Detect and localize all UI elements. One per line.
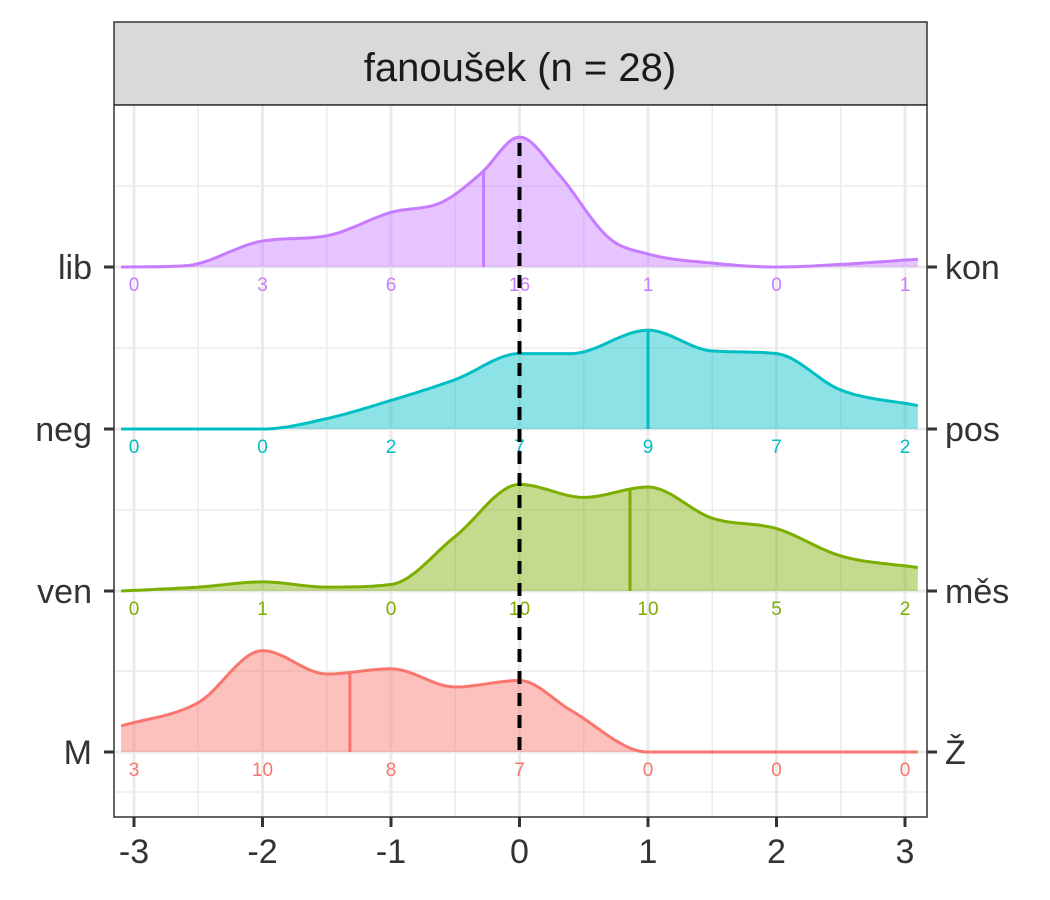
count-label: 7	[771, 437, 782, 458]
x-axis-tick-label: -2	[247, 833, 277, 871]
facet-title: fanoušek (n = 28)	[364, 46, 676, 90]
count-label: 6	[386, 275, 397, 296]
y-axis-label-left: neg	[35, 411, 92, 449]
y-axis-label-right: kon	[945, 249, 1000, 287]
count-label: 0	[900, 760, 911, 781]
y-axis-label-left: M	[64, 734, 92, 772]
count-labels: 03616101002797201010105231087000	[129, 275, 911, 781]
count-label: 0	[643, 760, 654, 781]
x-axis-tick-label: 0	[510, 833, 529, 871]
count-label: 3	[129, 760, 140, 781]
density-line	[121, 135, 918, 269]
count-label: 1	[643, 275, 654, 296]
x-axis-tick-label: -1	[376, 833, 406, 871]
count-label: 7	[514, 437, 525, 458]
count-label: 1	[257, 599, 268, 620]
count-label: 7	[514, 760, 525, 781]
axes: lib kon neg pos ven měs M Ž -3 -2 -1 0 1 2 3	[35, 249, 1009, 871]
density-area	[121, 484, 918, 591]
y-axis-label-left: ven	[37, 573, 92, 611]
count-label: 0	[257, 437, 268, 458]
count-label: 1	[900, 275, 911, 296]
count-label: 0	[771, 275, 782, 296]
count-label: 10	[252, 760, 273, 781]
count-label: 0	[386, 599, 397, 620]
x-axis-tick-label: 2	[767, 833, 786, 871]
count-label: 5	[771, 599, 782, 620]
y-axis-label-left: lib	[58, 249, 92, 287]
count-label: 0	[771, 760, 782, 781]
y-axis-label-right: pos	[945, 411, 1000, 449]
density-area	[121, 330, 918, 429]
y-axis-label-right: měs	[945, 573, 1009, 611]
x-axis-tick-label: 1	[639, 833, 658, 871]
facet-strip	[113, 21, 928, 106]
density-area	[121, 137, 918, 267]
count-label: 2	[900, 437, 911, 458]
count-label: 0	[129, 599, 140, 620]
count-label: 2	[900, 599, 911, 620]
count-label: 8	[386, 760, 397, 781]
count-label: 10	[637, 599, 658, 620]
count-label: 0	[129, 437, 140, 458]
y-axis-label-right: Ž	[945, 734, 966, 772]
x-axis-tick-label: -3	[119, 833, 149, 871]
count-label: 3	[257, 275, 268, 296]
x-axis-tick-label: 3	[896, 833, 915, 871]
count-label: 0	[129, 275, 140, 296]
count-label: 2	[386, 437, 397, 458]
count-label: 9	[643, 437, 654, 458]
